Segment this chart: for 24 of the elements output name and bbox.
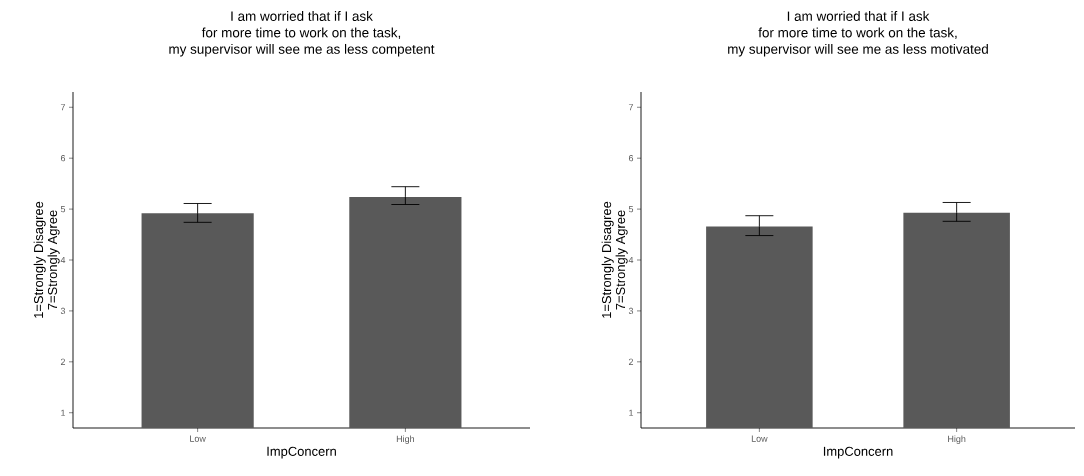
y-tick-label: 2 (628, 358, 634, 365)
y-tick-label: 1 (61, 409, 66, 416)
y-tick-label: 7 (628, 104, 634, 111)
x-axis-title: ImpConcern (267, 446, 336, 459)
y-tick-label: 6 (628, 155, 634, 162)
y-tick-label: 4 (60, 256, 66, 264)
x-tick-label: Low (190, 435, 206, 442)
y-tick-label: 7 (60, 104, 66, 111)
y-tick-label: 4 (628, 256, 634, 264)
y-tick-label: 5 (60, 205, 66, 213)
y-tick-label: 3 (628, 307, 634, 315)
chart-title: I am worried that if I ask for more time to work on the task, my supervisor will see me as less competent (169, 11, 435, 57)
y-axis-title: 1=Strongly Disagree 7=Strongly Agree (33, 201, 60, 318)
y-tick-label: 6 (60, 155, 66, 162)
y-axis-title: 1=Strongly Disagree 7=Strongly Agree (601, 201, 628, 318)
x-axis-title: ImpConcern (823, 446, 893, 459)
y-tick-label: 2 (60, 358, 66, 365)
x-tick-label: High (396, 435, 414, 444)
x-tick-label: Low (751, 435, 768, 442)
chart-title: I am worried that if I ask for more time to work on the task, my supervisor will see me as less motivated (728, 11, 988, 57)
y-tick-label: 3 (60, 307, 66, 315)
x-tick-label: High (948, 435, 966, 444)
y-tick-label: 5 (628, 205, 634, 213)
y-tick-label: 1 (629, 409, 634, 416)
